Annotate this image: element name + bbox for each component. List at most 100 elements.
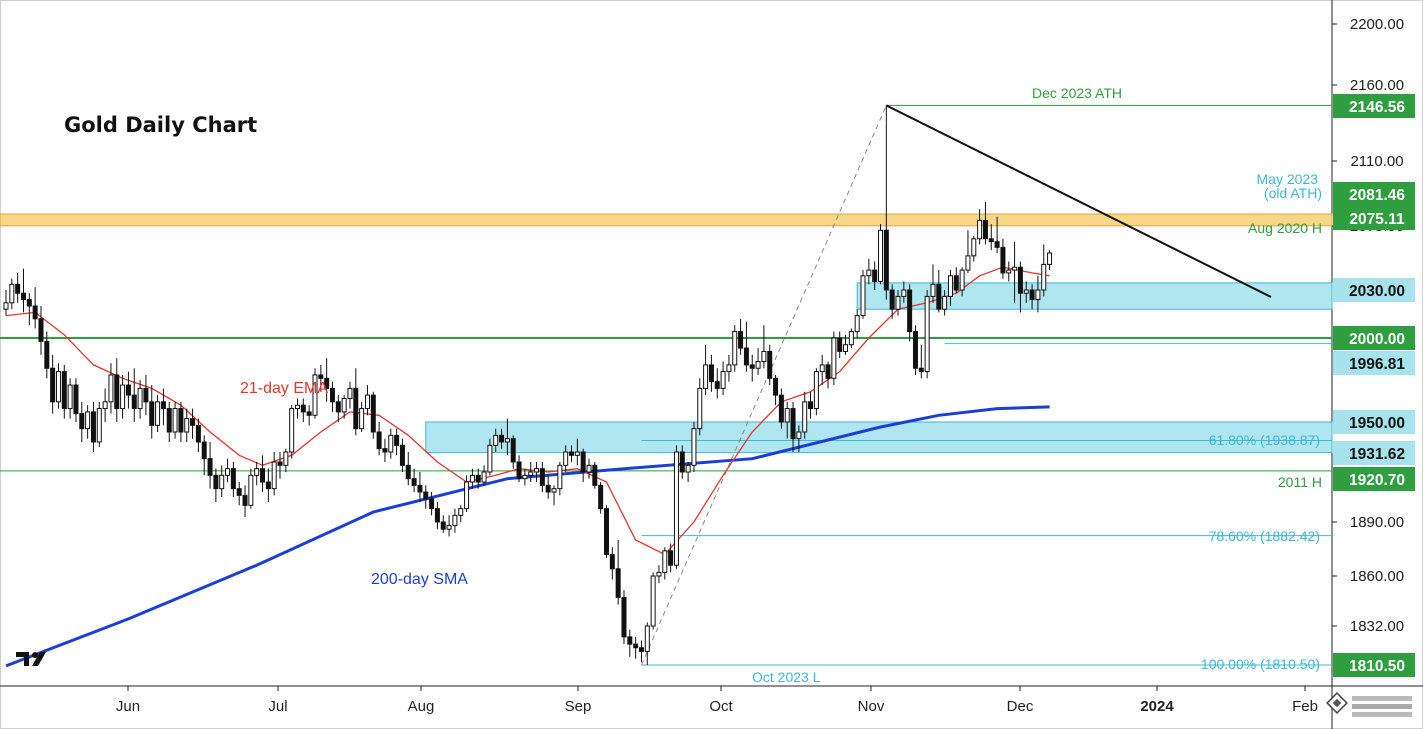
candles-layer xyxy=(3,105,1053,665)
candle xyxy=(160,388,166,426)
candle-body xyxy=(947,275,953,297)
candle-body xyxy=(1029,289,1035,301)
candle-body xyxy=(918,367,924,373)
candle xyxy=(32,287,38,329)
candle-body xyxy=(499,434,505,443)
candle xyxy=(289,405,295,459)
price-axis: 2200.002160.002110.002075.001890.001860.… xyxy=(1332,16,1415,677)
candle xyxy=(464,475,470,512)
time-tick-label: Feb xyxy=(1292,698,1318,715)
price-tick-label: 2200.00 xyxy=(1350,16,1404,33)
candle xyxy=(120,374,126,419)
candle-body xyxy=(959,269,965,291)
annotation-label: 61.80% (1938.87) xyxy=(1209,432,1320,448)
candle-body xyxy=(574,451,580,456)
candle-body xyxy=(557,464,563,490)
candle-body xyxy=(901,289,907,297)
candle-body xyxy=(586,464,592,473)
candle-body xyxy=(44,340,50,369)
price-label-text: 2081.46 xyxy=(1349,187,1405,204)
price-label-bg xyxy=(1333,206,1415,230)
candle-body xyxy=(15,283,21,294)
candle-body xyxy=(370,394,376,433)
annotation-label: May 2023 xyxy=(1257,171,1319,187)
annotation-label: 2011 H xyxy=(1278,474,1322,490)
candle-body xyxy=(878,229,883,282)
candle-body xyxy=(685,464,691,473)
candle xyxy=(662,547,668,580)
candle xyxy=(936,270,942,313)
time-tick-label: Sep xyxy=(565,698,592,715)
candle-body xyxy=(184,418,190,433)
resistance-trendline xyxy=(885,104,1272,298)
candle-body xyxy=(90,411,96,443)
candle-body xyxy=(277,461,283,466)
candle-body xyxy=(930,283,936,297)
price-tick-label: 2110.00 xyxy=(1350,153,1403,170)
candle xyxy=(417,472,423,502)
candle xyxy=(399,438,405,472)
candle xyxy=(1012,241,1018,303)
candle-body xyxy=(1035,289,1041,301)
candle-body xyxy=(300,404,306,413)
candle xyxy=(516,455,522,482)
price-label-text: 2075.11 xyxy=(1349,211,1405,228)
candle-body xyxy=(767,350,773,379)
candle xyxy=(475,468,481,489)
candle-body xyxy=(67,384,73,410)
candle-body xyxy=(382,448,388,453)
candle xyxy=(732,325,738,372)
candle xyxy=(271,452,277,496)
candle-body xyxy=(773,377,779,396)
candle xyxy=(458,505,464,522)
candle-body xyxy=(907,289,913,333)
candle-body xyxy=(866,269,872,277)
candle-body xyxy=(749,364,755,369)
candle xyxy=(283,448,289,472)
candle xyxy=(609,547,615,580)
candle-body xyxy=(813,371,819,410)
candle-body xyxy=(708,364,714,383)
candle xyxy=(569,445,575,462)
candle xyxy=(79,401,85,442)
candle-body xyxy=(306,411,312,416)
candle xyxy=(469,468,475,489)
candle-body xyxy=(1012,266,1018,271)
price-label: 1931.62 xyxy=(1333,441,1415,465)
annotation-label: (old ATH) xyxy=(1264,185,1322,201)
candle-body xyxy=(85,411,91,430)
candle-body xyxy=(784,408,790,423)
candle xyxy=(434,502,440,530)
candle xyxy=(703,344,709,396)
time-tick-label: Jul xyxy=(268,698,287,715)
candle-body xyxy=(872,269,878,282)
candle xyxy=(44,331,50,379)
candle xyxy=(545,475,551,499)
candle xyxy=(452,508,458,533)
candle xyxy=(318,364,324,392)
candle-body xyxy=(207,458,213,476)
candle xyxy=(155,395,161,432)
candle xyxy=(388,428,394,459)
candle-body xyxy=(166,408,172,433)
candle-body xyxy=(254,468,260,476)
candle-body xyxy=(324,377,330,389)
candle xyxy=(977,209,983,245)
candle-body xyxy=(458,508,464,516)
candle xyxy=(347,381,353,409)
candle xyxy=(20,268,26,313)
candle-body xyxy=(131,394,137,410)
candle xyxy=(1047,250,1053,271)
candle-body xyxy=(563,451,569,466)
candle-body xyxy=(528,471,534,476)
candle-body xyxy=(936,283,942,310)
candle-body xyxy=(883,229,889,291)
price-label-bg xyxy=(1333,467,1415,491)
candle xyxy=(236,482,242,506)
candle-body xyxy=(61,371,67,410)
candle-body xyxy=(230,468,236,490)
candle xyxy=(1000,238,1006,279)
candle-body xyxy=(953,275,959,291)
candle-body xyxy=(551,488,557,493)
candle xyxy=(860,270,866,319)
